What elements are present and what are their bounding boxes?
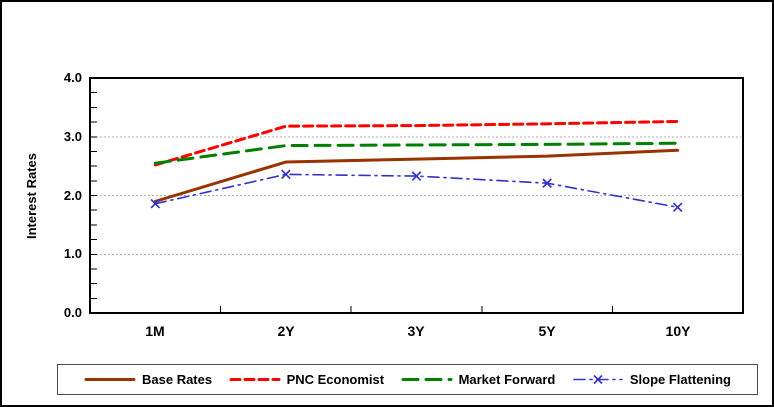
y-tick-label-2: 2.0 — [63, 187, 82, 203]
legend-label-base-rates: Base Rates — [142, 372, 213, 387]
marker-x — [672, 202, 683, 213]
y-tick-label-1: 1.0 — [63, 246, 82, 261]
legend-item-market-forward: Market Forward — [401, 372, 556, 387]
legend-sample-pnc-economist-line — [229, 378, 281, 381]
legend-item-base-rates: Base Rates — [84, 372, 212, 387]
y-tick-label-4: 4.0 — [63, 70, 82, 85]
x-tick-label-3y: 3Y — [407, 323, 425, 339]
legend: Base Rates PNC Economist Market Forward … — [57, 364, 758, 395]
marker-x — [281, 169, 291, 180]
legend-label-pnc-economist: PNC Economist — [286, 372, 385, 387]
legend-sample-slope-flattening-line — [573, 374, 623, 385]
series-line-base-rates — [153, 148, 680, 203]
series-line-market-forward — [153, 141, 680, 165]
x-tick-label-10y: 10Y — [665, 323, 691, 339]
marker-x — [150, 198, 161, 209]
legend-label-slope-flattening: Slope Flattening — [629, 372, 731, 387]
x-tick-label-2y: 2Y — [277, 323, 295, 339]
y-axis-title: Interest Rates — [24, 153, 39, 239]
y-tick-label-0: 0.0 — [63, 305, 82, 320]
legend-sample-market-forward-line — [401, 378, 453, 381]
plot-area — [89, 77, 744, 314]
series-line-pnc-economist — [153, 119, 680, 167]
legend-sample-base-rates-line — [84, 378, 136, 381]
legend-item-slope-flattening: Slope Flattening — [572, 372, 731, 387]
x-tick-label-1m: 1M — [145, 323, 165, 339]
marker-x — [411, 171, 422, 181]
y-tick-label-3: 3.0 — [63, 128, 82, 144]
plot-border — [89, 77, 744, 314]
legend-label-market-forward: Market Forward — [458, 372, 556, 387]
x-tick-label-5y: 5Y — [538, 323, 556, 339]
legend-item-pnc-economist: PNC Economist — [229, 372, 385, 387]
marker-x — [542, 178, 552, 188]
